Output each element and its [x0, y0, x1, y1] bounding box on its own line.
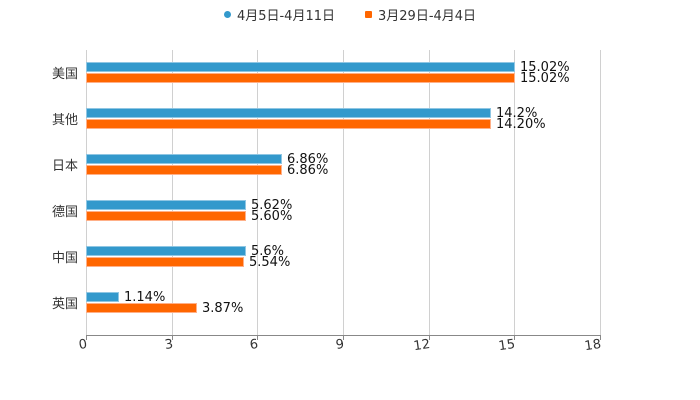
gridline [514, 50, 515, 335]
bar-series-1[interactable] [86, 246, 246, 256]
data-label: 5.54% [249, 255, 291, 270]
data-label: 15.02% [520, 71, 570, 86]
bar-series-1[interactable] [86, 154, 282, 164]
axis-tick-label: 3 [163, 337, 175, 354]
gridline [429, 50, 430, 335]
category-label: 其他 [51, 113, 78, 128]
legend-label: 4月5日-4月11日 [236, 8, 335, 24]
data-label: 5.60% [251, 209, 293, 224]
data-label: 3.87% [202, 301, 244, 316]
data-label: 6.86% [287, 163, 329, 178]
category-label: 德国 [51, 205, 78, 220]
legend-label: 3月29日-4月4日 [378, 8, 477, 24]
bar-series-1[interactable] [86, 200, 246, 210]
bar-series-2[interactable] [86, 165, 282, 175]
bar-series-2[interactable] [86, 257, 244, 267]
circle-marker-icon [223, 10, 231, 18]
gridline [86, 50, 87, 335]
axis-tick [86, 335, 87, 340]
axis-tick-label: 0 [77, 337, 89, 354]
square-marker-icon [365, 10, 372, 18]
axis-tick [343, 335, 344, 340]
data-label: 1.14% [124, 290, 166, 305]
axis-tick [429, 335, 430, 340]
data-label: 15.02% [520, 60, 570, 75]
data-label: 14.20% [496, 117, 546, 132]
bar-series-2[interactable] [86, 303, 197, 313]
axis-tick-label: 6 [248, 337, 260, 354]
axis-tick-label: 12 [412, 337, 432, 355]
legend-item-series-1[interactable]: 4月5日-4月11日 [223, 5, 335, 24]
data-label: 5.6% [251, 244, 285, 259]
category-label: 日本 [51, 159, 78, 174]
data-label: 6.86% [287, 152, 329, 167]
axis-tick [257, 335, 258, 340]
bar-series-1[interactable] [86, 292, 119, 302]
gridline [600, 50, 601, 335]
gridline [257, 50, 258, 335]
data-label: 14.2% [496, 106, 538, 121]
bar-series-1[interactable] [86, 108, 491, 118]
axis-tick-label: 9 [334, 337, 346, 354]
gridline [343, 50, 344, 335]
gridline [172, 50, 173, 335]
x-axis-line [86, 335, 600, 336]
category-label: 美国 [51, 67, 78, 82]
axis-tick [600, 335, 601, 340]
chart-legend: 4月5日-4月11日 3月29日-4月4日 [0, 4, 700, 24]
axis-tick [172, 335, 173, 340]
bar-series-2[interactable] [86, 211, 246, 221]
category-label: 中国 [51, 251, 78, 266]
bar-series-1[interactable] [86, 62, 515, 72]
bar-series-2[interactable] [86, 73, 515, 83]
axis-tick-label: 15 [497, 337, 517, 355]
category-label: 英国 [51, 297, 78, 312]
data-label: 5.62% [251, 198, 293, 213]
axis-tick-label: 18 [583, 337, 603, 355]
legend-item-series-2[interactable]: 3月29日-4月4日 [365, 5, 476, 24]
bar-series-2[interactable] [86, 119, 491, 129]
axis-tick [514, 335, 515, 340]
